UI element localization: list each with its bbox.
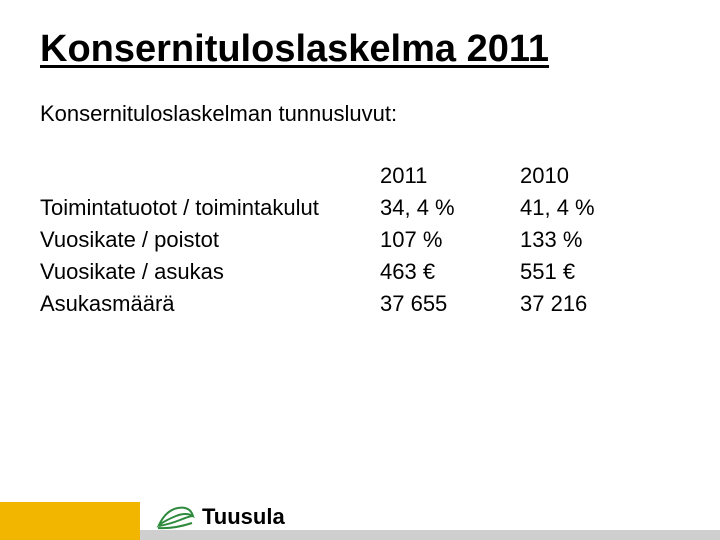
footer: Tuusula bbox=[0, 486, 720, 540]
page-title: Konsernituloslaskelma 2011 bbox=[40, 28, 680, 71]
footer-accent-bar bbox=[0, 502, 140, 540]
table-cell: 41, 4 % bbox=[520, 195, 660, 221]
subtitle: Konsernituloslaskelman tunnusluvut: bbox=[40, 101, 680, 127]
table-row-label: Asukasmäärä bbox=[40, 291, 380, 317]
table-cell: 463 € bbox=[380, 259, 520, 285]
table-header: 2010 bbox=[520, 163, 660, 189]
table-row-label: Vuosikate / poistot bbox=[40, 227, 380, 253]
table-cell: 34, 4 % bbox=[380, 195, 520, 221]
brand-name: Tuusula bbox=[202, 504, 285, 530]
table-cell: 37 216 bbox=[520, 291, 660, 317]
table-cell: 551 € bbox=[520, 259, 660, 285]
table-cell: 37 655 bbox=[380, 291, 520, 317]
metrics-table: 2011 2010 Toimintatuotot / toimintakulut… bbox=[40, 163, 680, 317]
table-row-label: Toimintatuotot / toimintakulut bbox=[40, 195, 380, 221]
leaf-icon bbox=[156, 502, 196, 532]
table-cell: 133 % bbox=[520, 227, 660, 253]
slide: Konsernituloslaskelma 2011 Konsernitulos… bbox=[0, 0, 720, 317]
table-row-label: Vuosikate / asukas bbox=[40, 259, 380, 285]
table-header: 2011 bbox=[380, 163, 520, 189]
brand-logo: Tuusula bbox=[156, 502, 285, 532]
table-cell: 107 % bbox=[380, 227, 520, 253]
table-header-empty bbox=[40, 163, 380, 189]
